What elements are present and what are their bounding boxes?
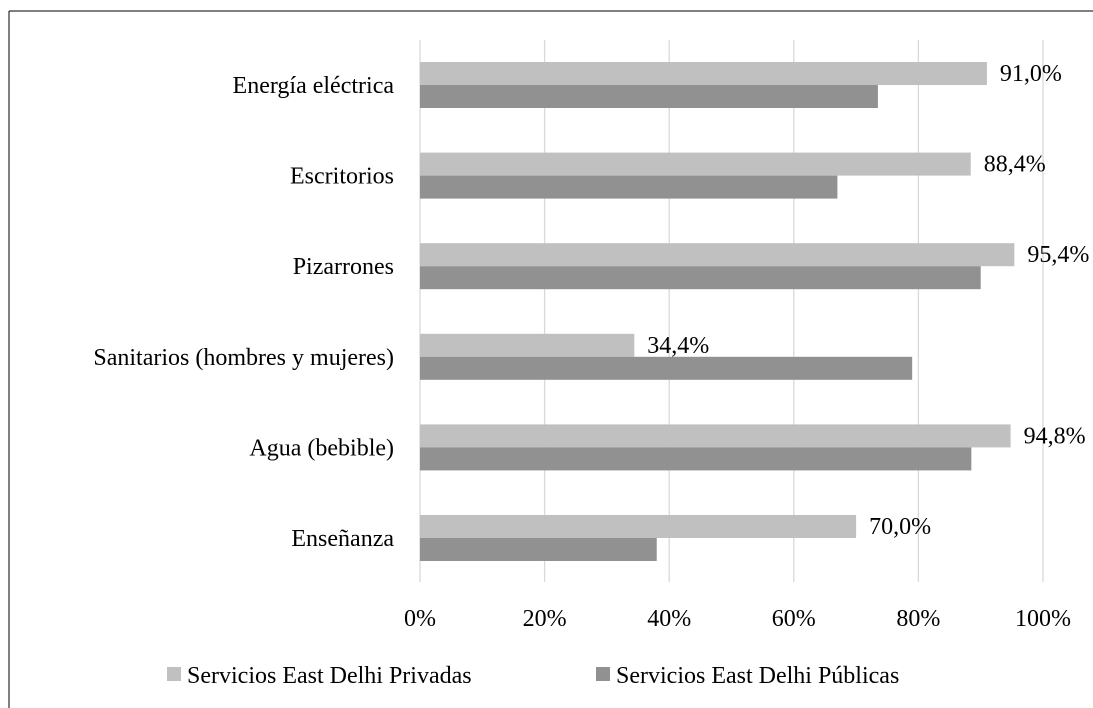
- legend-swatch: [596, 667, 610, 681]
- category-label: Agua (bebible): [249, 435, 394, 461]
- bar-publicas: [420, 447, 972, 471]
- bar-privadas: [420, 62, 987, 85]
- x-tick-label: 40%: [647, 606, 691, 632]
- data-label: 70,0%: [869, 514, 931, 540]
- data-label: 88,4%: [984, 152, 1046, 178]
- legend-swatch: [167, 667, 181, 681]
- category-label: Enseñanza: [291, 526, 394, 552]
- category-label: Escritorios: [290, 164, 394, 190]
- bar-publicas: [420, 85, 878, 108]
- bar-publicas: [420, 266, 981, 290]
- data-label: 95,4%: [1027, 242, 1089, 268]
- bar-publicas: [420, 538, 657, 561]
- bar-privadas: [420, 152, 971, 176]
- x-tick-label: 20%: [523, 606, 567, 632]
- category-label: Energía eléctrica: [233, 73, 395, 99]
- x-tick-label: 0%: [404, 606, 436, 632]
- x-tick-label: 80%: [896, 606, 940, 632]
- bar-privadas: [420, 333, 635, 357]
- bar-privadas: [420, 243, 1015, 267]
- legend-label: Servicios East Delhi Públicas: [616, 663, 899, 689]
- x-tick-label: 100%: [1015, 606, 1071, 632]
- legend-label: Servicios East Delhi Privadas: [187, 663, 472, 689]
- bar-privadas: [420, 515, 857, 538]
- bar-privadas: [420, 424, 1011, 448]
- bar-publicas: [420, 356, 913, 380]
- bar-publicas: [420, 175, 838, 199]
- category-label: Sanitarios (hombres y mujeres): [93, 345, 394, 371]
- category-label: Pizarrones: [293, 254, 394, 280]
- x-tick-label: 60%: [772, 606, 816, 632]
- data-label: 94,8%: [1024, 423, 1086, 449]
- data-label: 34,4%: [647, 333, 709, 359]
- data-label: 91,0%: [1000, 61, 1062, 87]
